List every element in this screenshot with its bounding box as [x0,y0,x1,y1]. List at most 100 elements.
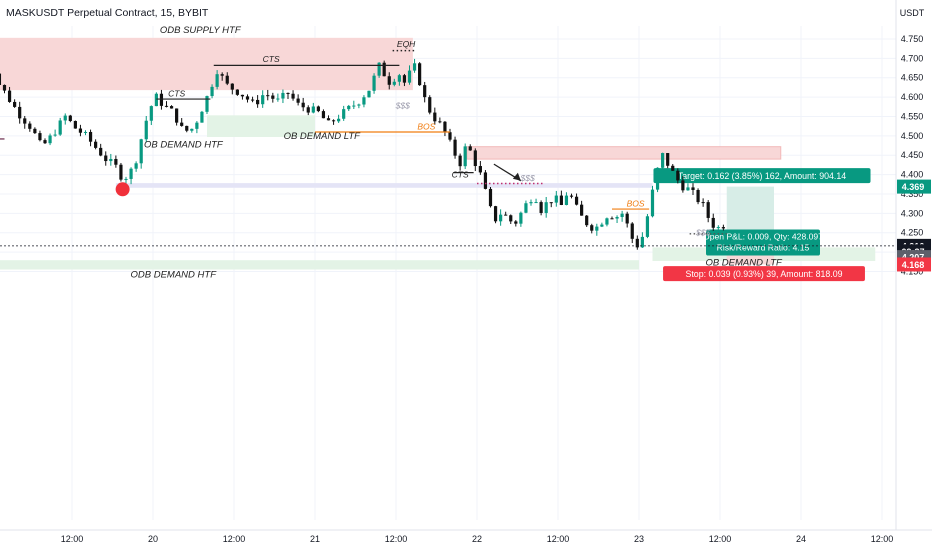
candle-body [488,188,493,207]
candle-body [266,95,270,97]
position-tool[interactable]: Target: 0.162 (3.85%) 162, Amount: 904.1… [653,168,871,282]
candle-body [534,202,538,204]
candle-body [569,195,574,197]
candle-body [499,214,503,222]
candle-body [53,134,57,136]
time-tick-label: 21 [310,534,320,544]
annotations: ODB SUPPLY HTF EQH CTS CTS $$$ BOS OB DEMAND L… [131,25,783,280]
candle-body [139,139,143,164]
candle-body [716,227,720,229]
price-axis-bg[interactable] [896,0,932,550]
candle-body [574,196,579,205]
candle-body [580,204,584,216]
target-label-bg [653,168,871,184]
candle-body [585,215,589,226]
arrow-head-icon [512,172,521,181]
zones [0,37,876,270]
candle-body [28,123,32,129]
candle-body [433,112,437,122]
candle-body [529,202,533,204]
candle-body [590,225,594,231]
candle-body [367,90,371,98]
time-tick-label: 22 [472,534,482,544]
candle-body [625,213,629,224]
candle-body [230,83,234,90]
candle-body [483,172,488,189]
candle-body [134,163,138,169]
stop-label[interactable]: Stop: 0.039 (0.93%) 39, Amount: 818.09 [663,266,865,282]
candle-body [514,221,518,224]
candle-body [104,155,108,162]
pnl-label-bg [706,229,820,256]
candle-body [276,98,280,100]
price-tick-label: 4.300 [901,208,924,218]
candle-body [635,238,639,248]
candle-body [337,118,341,122]
candle-body [347,105,351,110]
candle-body [38,133,42,141]
candle-body [144,120,148,140]
candle-body [478,166,482,173]
candle-body [564,195,569,205]
candle-body [2,84,7,91]
candle-body [164,105,169,107]
time-tick-label: 12:00 [385,534,408,544]
annotation-label: OB DEMAND LTF [284,131,362,142]
candle-body [544,202,548,213]
candle-body [180,122,184,126]
candle-body [387,76,391,85]
candle-body [650,189,655,217]
annotation-label: CTS [452,169,469,179]
candle-body [595,226,599,231]
candle-body [554,195,558,203]
candle-body [331,120,336,122]
time-axis-bg[interactable] [0,530,932,550]
candle-body [463,146,467,167]
pnl-label[interactable]: Open P&L: 0.009, Qty: 428.097Risk/Reward… [703,229,823,256]
candle-body [453,139,457,156]
candle-body [362,97,366,105]
candle-body [686,187,690,191]
annotation-label: $$$ [520,173,535,183]
time-tick-label: 23 [634,534,644,544]
grid [0,26,896,520]
chart-title: MASKUSDT Perpetual Contract, 15, BYBIT [6,7,209,19]
candle-body [645,216,650,237]
candle-body [676,170,680,181]
candle-body [696,189,700,203]
candle-body [423,85,427,98]
candle-body [195,122,199,129]
stop-price-tag-bg [897,257,931,272]
candle-body [43,140,47,144]
candle-body [610,218,614,220]
candle-body [68,115,72,121]
time-tick-label: 20 [148,534,158,544]
annotation-label: CTS [263,54,280,64]
candle-body [377,62,381,76]
annotation-label: ODB DEMAND HTF [131,270,218,281]
candle-body [661,153,665,168]
candle-body [210,86,214,97]
candle-body [706,202,710,218]
candle-body [271,95,275,99]
candle-body [149,106,153,121]
time-tick-label: 12:00 [547,534,570,544]
annotation-label: OB DEMAND LTF [705,258,783,269]
candle-body [549,202,553,204]
stop-label-bg [663,266,865,282]
candle-body [83,131,88,133]
candle-body [352,105,356,107]
candle-body [291,93,295,99]
candle-body [129,168,133,179]
stop-price-tag: 4.168 [902,260,925,270]
candle-body [240,94,245,97]
price-tick-label: 4.750 [901,34,924,44]
target-label[interactable]: Target: 0.162 (3.85%) 162, Amount: 904.1… [653,168,871,184]
candle-body [721,227,725,229]
candle-body [524,203,528,213]
time-tick-label: 12:00 [223,534,246,544]
candle-body [326,118,331,121]
